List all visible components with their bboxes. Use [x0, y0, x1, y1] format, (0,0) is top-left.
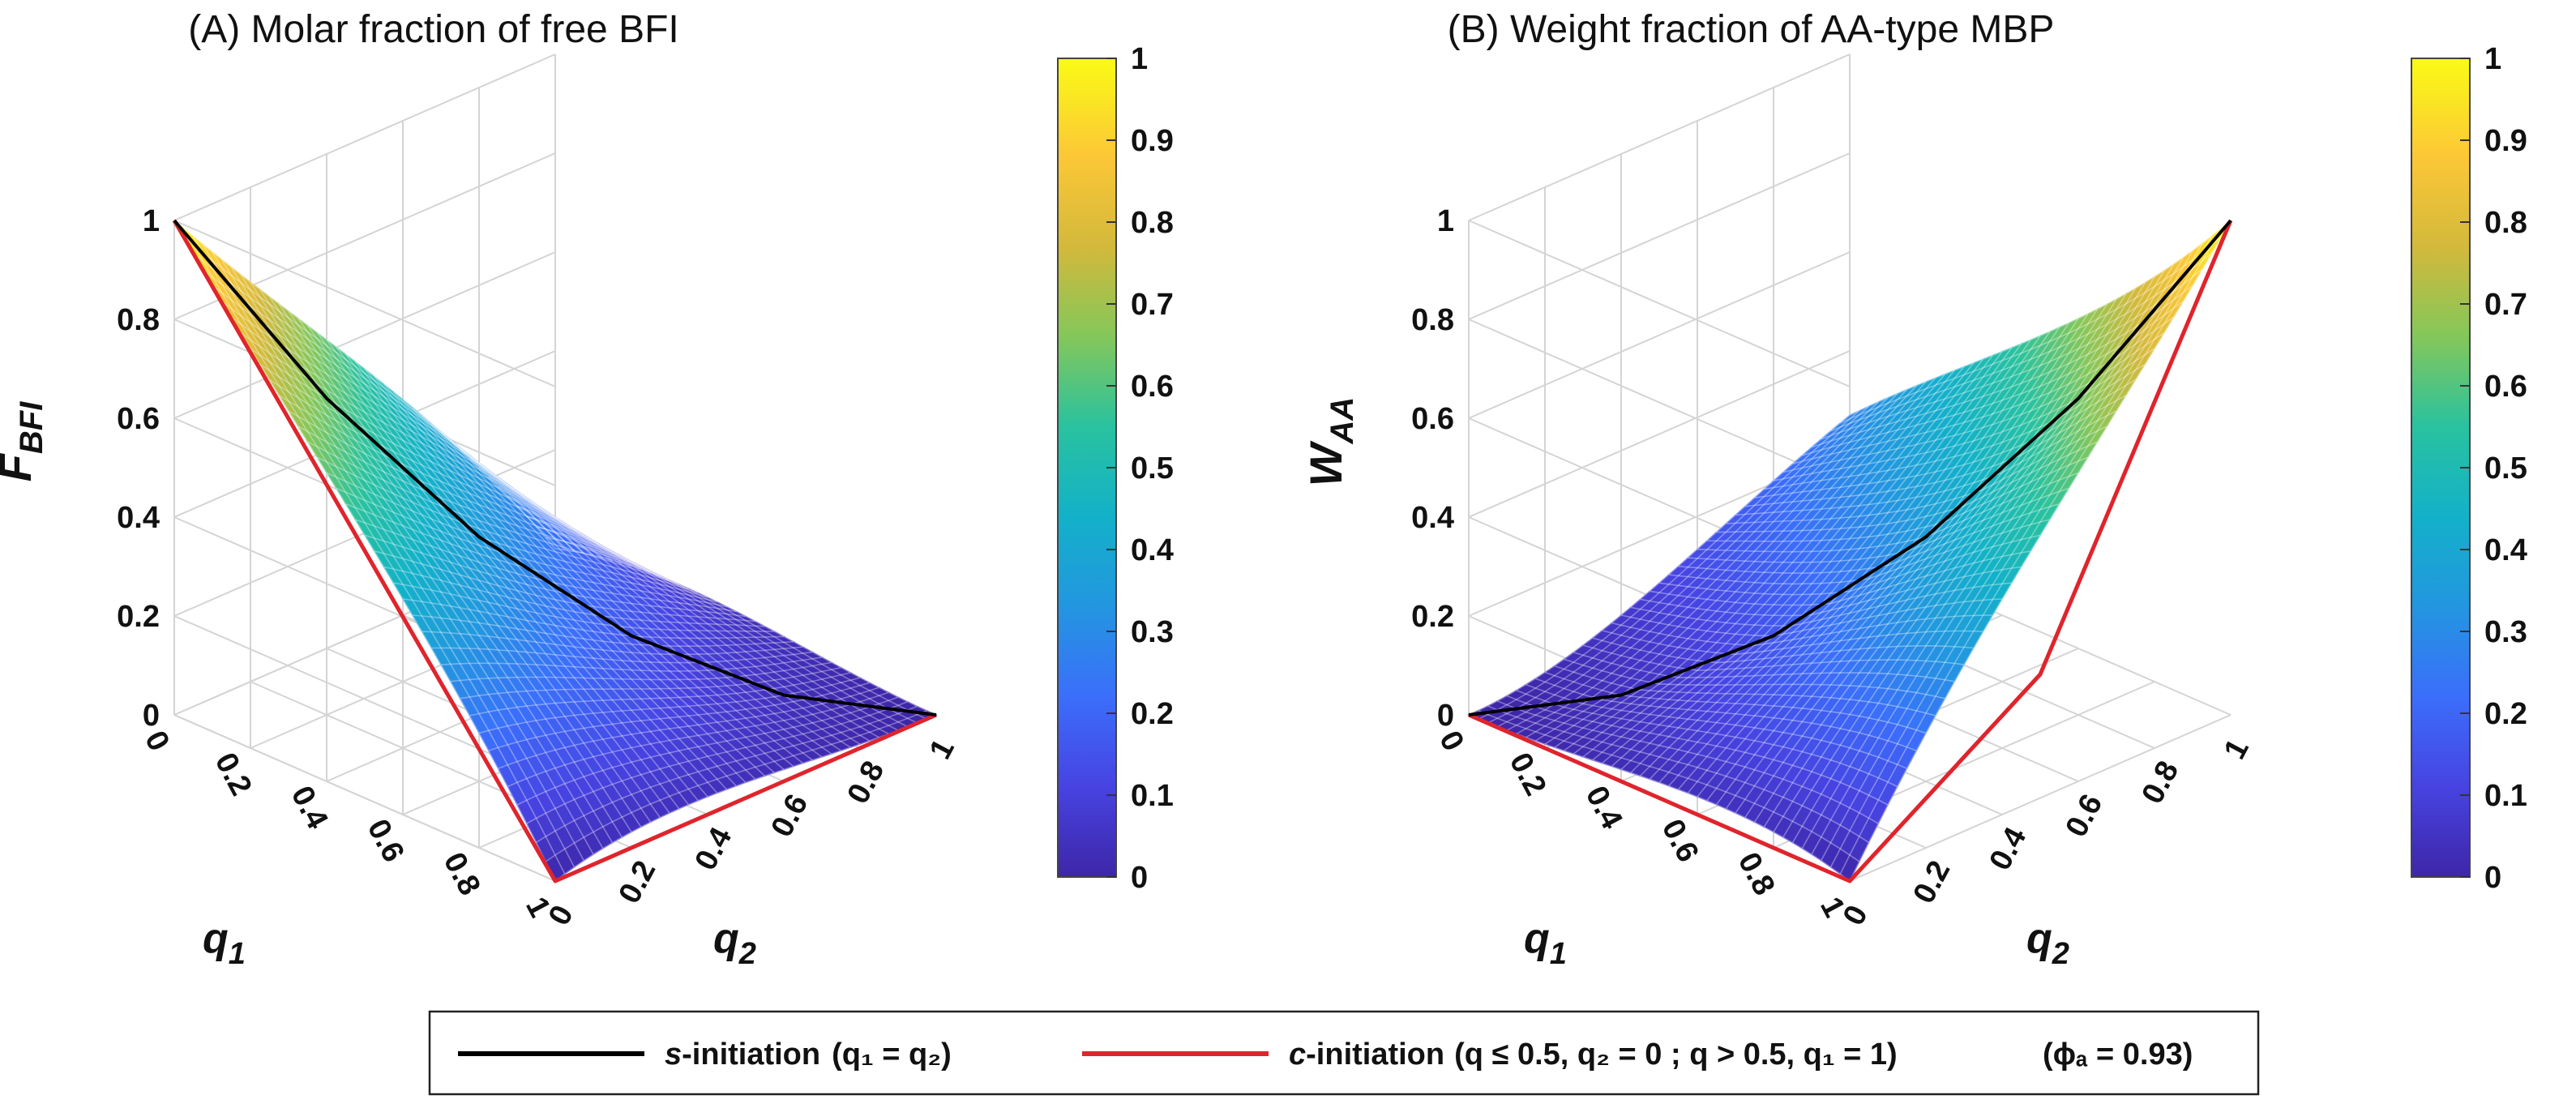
colorbar-tick-label: 0.7 [1131, 288, 1174, 322]
panel-a-surface-mesh [173, 220, 938, 883]
z-tick-label: 0.4 [117, 501, 160, 535]
q1-tick-label: 0.4 [285, 781, 335, 834]
colorbar-tick-label: 0.8 [1131, 206, 1174, 240]
wall-grid-line [173, 53, 556, 221]
z-tick-label: 0.6 [1411, 402, 1454, 436]
q1-tick-label: 0.6 [361, 814, 411, 867]
wall-grid-line [173, 251, 556, 419]
q2-tick-label: 0.2 [612, 855, 662, 909]
colorbar-tick-label: 0.4 [1131, 533, 1174, 567]
colorbar-tick-label: 0.9 [1131, 124, 1174, 158]
z-tick-label: 0.2 [117, 600, 160, 634]
q1-tick-label: 0.2 [208, 747, 259, 801]
q2-tick-label: 0.6 [764, 789, 815, 842]
colorbar-tick-label: 0.2 [1131, 697, 1174, 731]
panel-b-z-axis-label: WAA [1300, 397, 1360, 487]
legend-phi-text: (ϕₐ = 0.93) [2043, 1037, 2193, 1072]
panel-a-q1-axis-label: q1 [203, 915, 246, 971]
q1-tick-label: 0.6 [1655, 814, 1705, 867]
q1-tick-label: 0.2 [1503, 747, 1553, 801]
panel-b-z-ticks: 0 0.2 0.4 0.6 0.8 1 [1411, 204, 1454, 733]
q2-tick-label: 1 [2218, 734, 2256, 764]
q2-tick-label: 0 [1837, 900, 1875, 930]
q2-tick-label: 1 [923, 734, 961, 764]
q2-tick-label: 0.8 [841, 755, 891, 809]
panel-b-q2-axis-label: q2 [2026, 915, 2069, 971]
panel-a-surface-plot: (A) Molar fraction of free BFI 0 0.2 0.4 0.… [0, 8, 1174, 971]
q1-tick-label: 0.4 [1579, 781, 1629, 834]
z-tick-label: 0.8 [117, 303, 160, 337]
wall-grid-line [1468, 152, 1851, 320]
colorbar-tick-label: 0.2 [2484, 697, 2527, 731]
panel-b-title: (B) Weight fraction of AA-type MBP [1448, 8, 2055, 51]
z-tick-label: 0.2 [1411, 600, 1454, 634]
colorbar-tick-label: 0.3 [2484, 615, 2527, 649]
colorbar-tick-label: 0.9 [2484, 124, 2527, 158]
colorbar-tick-label: 0.5 [2484, 451, 2527, 486]
colorbar-tick-label: 0.6 [1131, 370, 1174, 404]
legend-s-initiation-text: s-initiation (q₁ = q₂) [665, 1037, 952, 1072]
colorbar-tick-label: 0.6 [2484, 370, 2527, 404]
colorbar-tick-label: 0.5 [1131, 451, 1174, 486]
colorbar-tick-label: 0.1 [1131, 779, 1174, 813]
q2-tick-label: 0.4 [1983, 822, 2033, 875]
q1-tick-label: 0.8 [1731, 847, 1782, 901]
panel-a-z-axis-label: FBFI [0, 401, 49, 482]
q2-tick-label: 0.6 [2059, 789, 2109, 842]
colorbar-tick-label: 0.8 [2484, 206, 2527, 240]
q2-tick-label: 0.8 [2135, 755, 2185, 809]
q2-tick-label: 0.2 [1906, 855, 1957, 909]
q2-tick-label: 0.4 [688, 822, 738, 875]
z-tick-label: 0.4 [1411, 501, 1454, 535]
wall-grid-line [1468, 220, 1851, 387]
panel-a-z-ticks: 0 0.2 0.4 0.6 0.8 1 [117, 204, 160, 733]
z-tick-label: 0.6 [117, 402, 160, 436]
colorbar-tick-label: 0.4 [2484, 533, 2527, 567]
wall-grid-line [173, 220, 556, 387]
legend-c-initiation-text: c-initiation (q ≤ 0.5, q₂ = 0 ; q > 0.5, … [1289, 1037, 1898, 1072]
panel-a-title: (A) Molar fraction of free BFI [188, 8, 679, 51]
colorbar-tick-label: 0.3 [1131, 615, 1174, 649]
colorbar-tick-label: 0 [1131, 861, 1148, 895]
panel-a-q2-axis-label: q2 [713, 915, 756, 971]
z-tick-label: 1 [143, 204, 160, 238]
z-tick-label: 0 [143, 699, 160, 733]
z-tick-label: 1 [1437, 204, 1454, 238]
wall-grid-line [1468, 53, 1851, 221]
wall-grid-line [1468, 319, 1851, 486]
wall-grid-line [1468, 251, 1851, 419]
colorbar-tick-label: 0.1 [2484, 779, 2527, 813]
legend: s-initiation (q₁ = q₂) c-initiation (q ≤ 0… [428, 1010, 2260, 1096]
colorbar-tick-label: 1 [1131, 42, 1148, 76]
panel-b-surface-plot: (B) Weight fraction of AA-type MBP 00.20… [1300, 8, 2527, 971]
colorbar-tick-label: 0.7 [2484, 288, 2527, 322]
q1-tick-label: 0.8 [437, 847, 487, 901]
z-tick-label: 0 [1437, 699, 1454, 733]
wall-grid-line [173, 714, 556, 882]
colorbar-tick-label: 1 [2484, 42, 2501, 76]
q2-tick-label: 0 [542, 900, 580, 930]
panel-b-q1-axis-label: q1 [1524, 915, 1567, 971]
colorbar-tick-label: 0 [2484, 861, 2501, 895]
z-tick-label: 0.8 [1411, 303, 1454, 337]
